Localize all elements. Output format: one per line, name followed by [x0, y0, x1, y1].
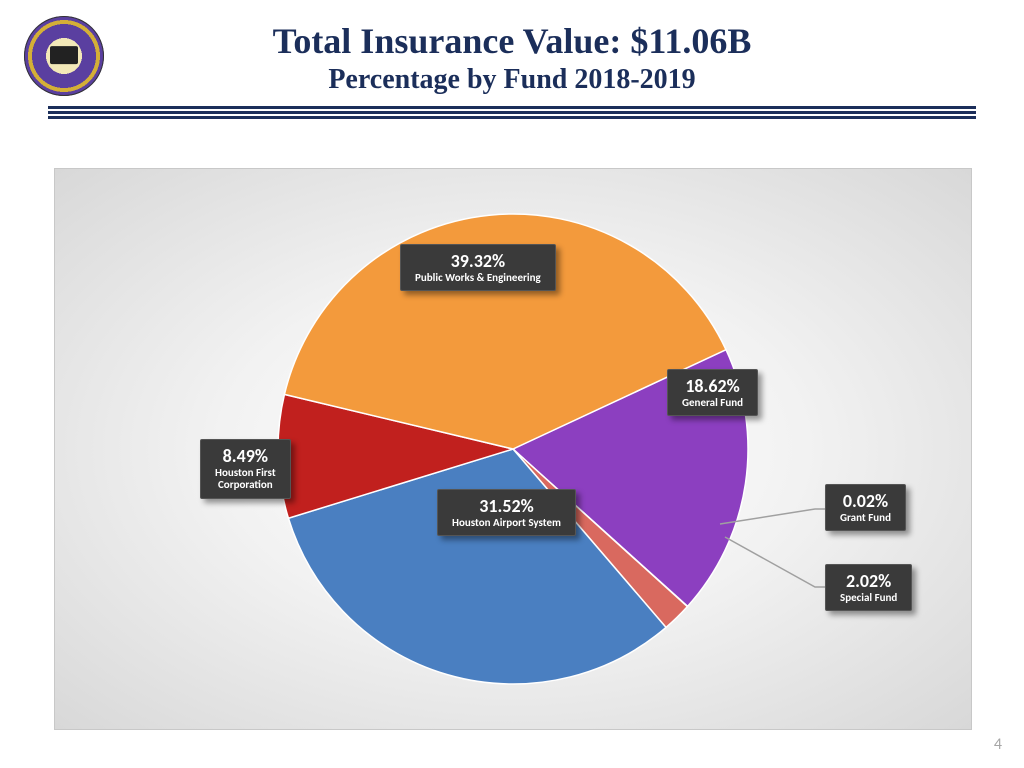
header: Total Insurance Value: $11.06B Percentag…	[0, 0, 1024, 140]
callout-pct: 8.49%	[215, 446, 276, 467]
callout-label: Houston First Corporation	[215, 467, 276, 492]
header-rule	[48, 106, 976, 119]
pie-chart-frame: 18.62%General Fund 0.02%Grant Fund 2.02%Sp…	[54, 168, 972, 730]
leader-line-special_fund	[725, 537, 827, 587]
callout-special_fund: 2.02%Special Fund	[825, 564, 912, 611]
callout-pct: 18.62%	[682, 376, 743, 397]
callout-label: Special Fund	[840, 592, 897, 605]
callout-grant_fund: 0.02%Grant Fund	[825, 484, 906, 531]
callout-label: Houston Airport System	[452, 517, 561, 530]
title-block: Total Insurance Value: $11.06B Percentag…	[0, 0, 1024, 96]
callout-label: Public Works & Engineering	[415, 272, 541, 285]
callout-public_works: 39.32%Public Works & Engineering	[400, 244, 556, 291]
callout-houston_airport: 31.52%Houston Airport System	[437, 489, 576, 536]
callout-general_fund: 18.62%General Fund	[667, 369, 758, 416]
leader-line-grant_fund	[720, 509, 827, 524]
callout-pct: 2.02%	[840, 571, 897, 592]
callout-label: General Fund	[682, 397, 743, 410]
callout-houston_first: 8.49%Houston First Corporation	[200, 439, 291, 499]
callout-pct: 31.52%	[452, 496, 561, 517]
city-seal-icon	[24, 16, 104, 96]
page-title: Total Insurance Value: $11.06B	[0, 20, 1024, 62]
callout-label: Grant Fund	[840, 512, 891, 525]
callout-pct: 0.02%	[840, 491, 891, 512]
page-subtitle: Percentage by Fund 2018-2019	[0, 64, 1024, 96]
page-number: 4	[994, 735, 1002, 754]
callout-pct: 39.32%	[415, 251, 541, 272]
